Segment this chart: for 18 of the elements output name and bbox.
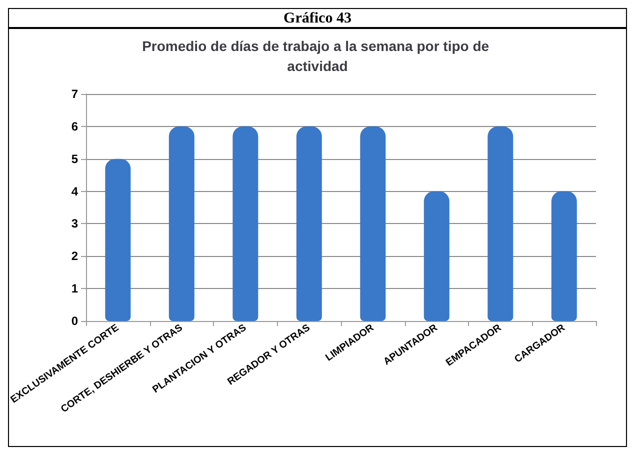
chart-title: Promedio de días de trabajo a la semana por tipo de actividad bbox=[142, 38, 493, 74]
y-tick-label: 6 bbox=[71, 119, 78, 134]
y-tick-label: 7 bbox=[71, 87, 78, 101]
y-tick-label: 3 bbox=[71, 216, 78, 231]
bar bbox=[488, 126, 514, 321]
y-tick-label: 2 bbox=[71, 249, 78, 264]
bar bbox=[296, 126, 322, 321]
bar bbox=[551, 191, 577, 321]
bar bbox=[360, 126, 386, 321]
bar bbox=[232, 126, 258, 321]
y-tick-label: 1 bbox=[71, 282, 78, 296]
bar bbox=[168, 126, 194, 321]
bar bbox=[424, 191, 450, 321]
y-tick-label: 0 bbox=[71, 314, 78, 328]
bar bbox=[105, 158, 131, 321]
y-tick-label: 4 bbox=[71, 184, 78, 198]
text: Gráfico 43 bbox=[284, 10, 352, 26]
y-tick-label: 5 bbox=[71, 152, 78, 166]
